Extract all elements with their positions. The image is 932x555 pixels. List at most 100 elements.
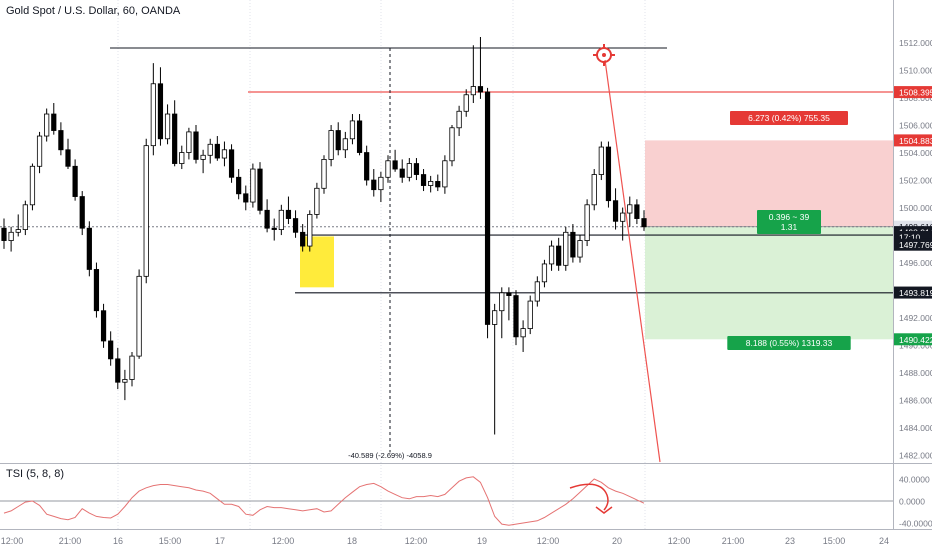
candle-body: [406, 163, 412, 178]
candle: [477, 37, 484, 99]
overlay-labels: 6.273 (0.42%) 755.35 0.396 ~ 391.31 8.188 …: [727, 86, 932, 350]
candle: [641, 210, 647, 231]
candle-body: [15, 229, 21, 233]
tsi-line: [3, 476, 645, 526]
candle: [129, 351, 135, 387]
candle-body: [371, 179, 377, 191]
candle: [100, 303, 107, 348]
price-tick-label: 1492.000: [899, 313, 932, 323]
time-tick-label: 20: [612, 536, 622, 546]
candle: [548, 240, 555, 271]
candle-body: [364, 152, 370, 181]
price-axis-label-text: 1508.395: [899, 88, 932, 98]
candle-body: [207, 143, 213, 156]
candle-body: [314, 187, 320, 215]
time-tick-label: 16: [113, 536, 123, 546]
candle: [335, 122, 341, 156]
candle-body: [228, 149, 235, 178]
candle-body: [292, 218, 299, 233]
candle-body: [79, 196, 85, 229]
candle: [442, 155, 448, 194]
candle: [72, 159, 78, 201]
candle-body: [129, 355, 135, 380]
candle-body: [378, 176, 384, 191]
candle-body: [563, 231, 569, 266]
candle-body: [200, 154, 206, 160]
candle: [612, 188, 619, 230]
candle: [470, 45, 476, 104]
time-tick-label: 12:00: [668, 536, 691, 546]
candle: [292, 210, 299, 238]
target-icon: [593, 44, 615, 66]
candle: [86, 221, 92, 277]
candle-body: [271, 227, 277, 230]
candle: [563, 226, 569, 271]
label-text: 1.31: [781, 222, 798, 232]
grid: [0, 0, 932, 530]
price-axis-label: 1490.422: [894, 333, 932, 346]
candle-body: [44, 113, 50, 137]
projection-line: [604, 59, 661, 463]
time-tick-label: 19: [477, 536, 487, 546]
candles: [1, 37, 647, 435]
price-axis-label: 1508.395: [894, 86, 932, 99]
candle: [250, 163, 256, 208]
candle: [179, 145, 185, 170]
price-axis-label-text: 1497.769: [899, 240, 932, 250]
price-axis-label-text: 1504.883: [899, 136, 932, 146]
candle-body: [58, 130, 64, 151]
candle: [243, 185, 249, 211]
candle: [620, 207, 626, 241]
candle-body: [65, 149, 71, 167]
price-tick-label: 1512.000: [899, 38, 932, 48]
candle: [413, 158, 420, 181]
candle: [449, 125, 455, 167]
candle-body: [577, 240, 583, 258]
candle-body: [349, 120, 356, 140]
candle: [264, 199, 270, 233]
candle: [44, 108, 50, 142]
drawings: -40.589 (-2.69%) -4058.9: [0, 44, 893, 463]
tsi-pane: 40.0000 0.0000 -40.0000: [0, 475, 932, 529]
candle: [541, 259, 548, 288]
candle-body: [428, 181, 434, 186]
price-tick-label: 1486.000: [899, 396, 932, 406]
price-tick-label: 1506.000: [899, 121, 932, 131]
candle-body: [193, 131, 199, 160]
tsi-tick-label: 40.0000: [899, 475, 930, 485]
candle: [122, 369, 128, 401]
candle: [605, 141, 612, 208]
candle: [527, 295, 533, 335]
price-tick-label: 1482.000: [899, 451, 932, 461]
price-tick-label: 1484.000: [899, 423, 932, 433]
candle: [456, 105, 462, 137]
time-tick-label: 15:00: [159, 536, 182, 546]
candle-body: [342, 138, 348, 151]
candle-body: [122, 379, 128, 383]
time-tick-label: 24: [879, 536, 889, 546]
price-tick-label: 1496.000: [899, 258, 932, 268]
candle: [214, 136, 220, 161]
candle-body: [420, 174, 427, 186]
candle: [115, 347, 121, 390]
candle-body: [36, 135, 43, 167]
candle-body: [285, 209, 292, 219]
price-axis-label-box: [894, 134, 932, 147]
candle-body: [413, 163, 420, 175]
candle-body: [641, 218, 647, 228]
candle: [79, 191, 85, 236]
candle-body: [115, 358, 121, 383]
candle-body: [470, 86, 476, 96]
candle-body: [449, 127, 455, 162]
candle: [392, 149, 398, 172]
price-axis-label: 1504.883: [894, 134, 932, 147]
candle-body: [492, 310, 498, 325]
time-tick-label: 21:00: [59, 536, 82, 546]
candle-body: [499, 292, 505, 312]
tsi-indicator-label[interactable]: TSI (5, 8, 8): [6, 468, 65, 480]
candle: [36, 131, 43, 174]
candle-body: [513, 295, 519, 338]
candle-body: [157, 83, 164, 140]
